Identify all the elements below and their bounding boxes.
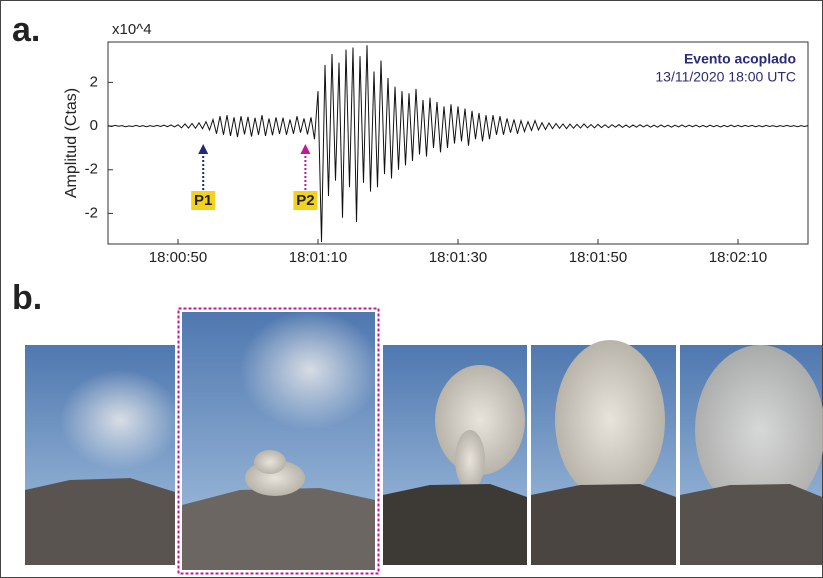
photo [383, 345, 527, 565]
axis-multiplier: x10^4 [112, 21, 152, 38]
x-tick-label: 18:01:10 [289, 249, 347, 266]
photo [531, 340, 676, 565]
waveform [107, 45, 809, 242]
chart-subtitle: 13/11/2020 18:00 UTC [655, 69, 796, 85]
panel-label: b. [12, 279, 42, 317]
x-tick-label: 18:02:10 [709, 249, 767, 266]
x-tick-label: 18:01:50 [569, 249, 627, 266]
y-tick-label: 0 [90, 117, 98, 134]
y-tick-label: -2 [85, 204, 98, 221]
annotation-label: P2 [296, 192, 314, 209]
arrow-head [198, 144, 209, 154]
arrow-head [300, 144, 311, 154]
panel-label: a. [12, 11, 40, 49]
photo [680, 345, 823, 565]
photo-highlighted [177, 307, 380, 575]
y-tick-label: 2 [90, 73, 98, 90]
annotation-box [293, 191, 318, 210]
chart-title: Evento acoplado [684, 51, 796, 67]
annotation-label: P1 [194, 192, 212, 209]
photo [25, 345, 180, 565]
x-tick-label: 18:01:30 [429, 249, 487, 266]
y-axis-label: Amplitud (Ctas) [63, 88, 80, 198]
x-tick-label: 18:00:50 [149, 249, 207, 266]
photo-strip [25, 307, 823, 575]
y-tick-label: -2 [85, 161, 98, 178]
annotation-box [191, 191, 216, 210]
